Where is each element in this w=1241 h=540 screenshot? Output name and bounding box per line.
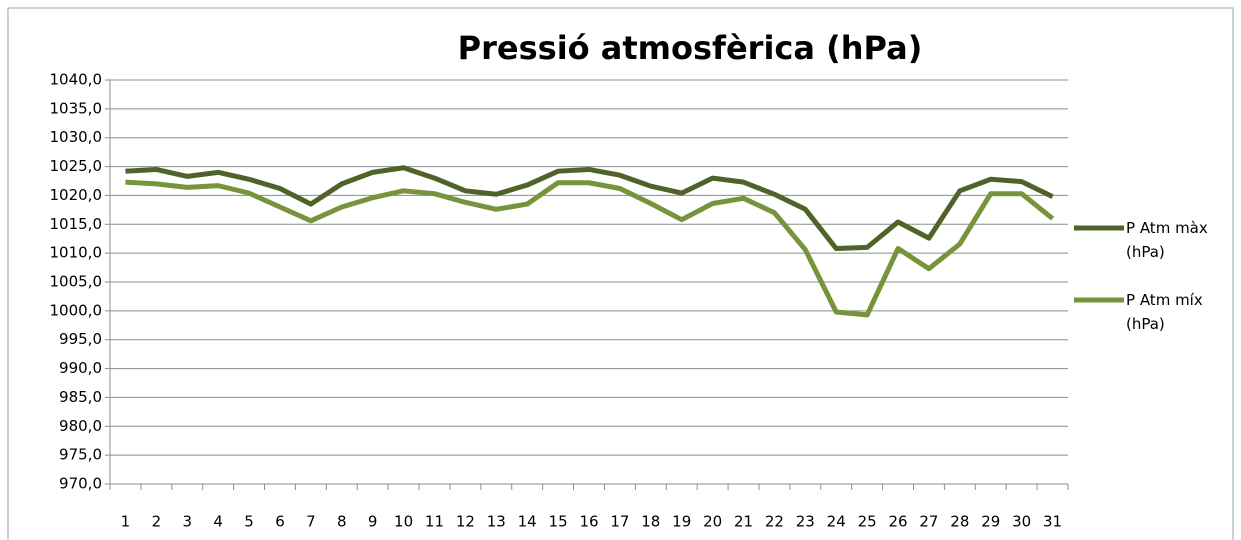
y-tick-label: 990,0	[59, 359, 102, 377]
x-tick-label: 4	[213, 513, 223, 531]
series-line	[125, 179, 1055, 318]
y-tick-label: 1010,0	[50, 244, 103, 262]
x-tick-label: 29	[981, 513, 1000, 531]
y-tick-label: 985,0	[59, 388, 102, 406]
y-tick-label: 980,0	[59, 417, 102, 435]
x-tick-label: 6	[275, 513, 285, 531]
x-tick-label: 22	[765, 513, 784, 531]
x-tick-label: 16	[579, 513, 598, 531]
x-tick-label: 25	[858, 513, 877, 531]
y-tick-label: 1000,0	[50, 301, 103, 319]
y-tick-label: 1020,0	[50, 186, 103, 204]
y-tick-label: 1025,0	[50, 157, 103, 175]
x-tick-label: 21	[734, 513, 753, 531]
x-tick-label: 7	[306, 513, 316, 531]
x-tick-label: 27	[919, 513, 938, 531]
x-tick-label: 28	[950, 513, 969, 531]
x-tick-label: 12	[456, 513, 475, 531]
x-tick-label: 17	[610, 513, 629, 531]
y-tick-label: 1015,0	[50, 215, 103, 233]
chart-title: Pressió atmosfèrica (hPa)	[458, 29, 923, 67]
x-tick-label: 30	[1012, 513, 1031, 531]
y-tick-label: 1030,0	[50, 128, 103, 146]
series-line	[125, 165, 1054, 252]
x-tick-label: 23	[796, 513, 815, 531]
x-tick-label: 19	[672, 513, 691, 531]
x-tick-label: 10	[394, 513, 413, 531]
x-tick-label: 15	[549, 513, 568, 531]
y-tick-label: 970,0	[59, 475, 102, 493]
x-tick-label: 26	[888, 513, 907, 531]
legend-label: P Atm míx (hPa)	[1126, 291, 1203, 333]
x-tick-label: 14	[518, 513, 537, 531]
x-tick-label: 3	[182, 513, 192, 531]
y-tick-label: 975,0	[59, 446, 102, 464]
y-tick-label: 1005,0	[50, 273, 103, 291]
x-tick-label: 24	[827, 513, 846, 531]
x-tick-label: 18	[641, 513, 660, 531]
y-tick-label: 995,0	[59, 330, 102, 348]
x-tick-label: 5	[244, 513, 254, 531]
chart-border	[7, 7, 1234, 540]
x-tick-label: 8	[337, 513, 347, 531]
y-tick-label: 1035,0	[50, 99, 103, 117]
x-tick-label: 31	[1043, 513, 1062, 531]
x-tick-label: 20	[703, 513, 722, 531]
x-tick-label: 13	[487, 513, 506, 531]
legend-label: P Atm màx (hPa)	[1126, 219, 1208, 261]
x-tick-label: 2	[152, 513, 162, 531]
x-tick-label: 1	[121, 513, 131, 531]
y-tick-label: 1040,0	[50, 71, 103, 89]
x-tick-label: 9	[368, 513, 378, 531]
x-tick-label: 11	[425, 513, 444, 531]
